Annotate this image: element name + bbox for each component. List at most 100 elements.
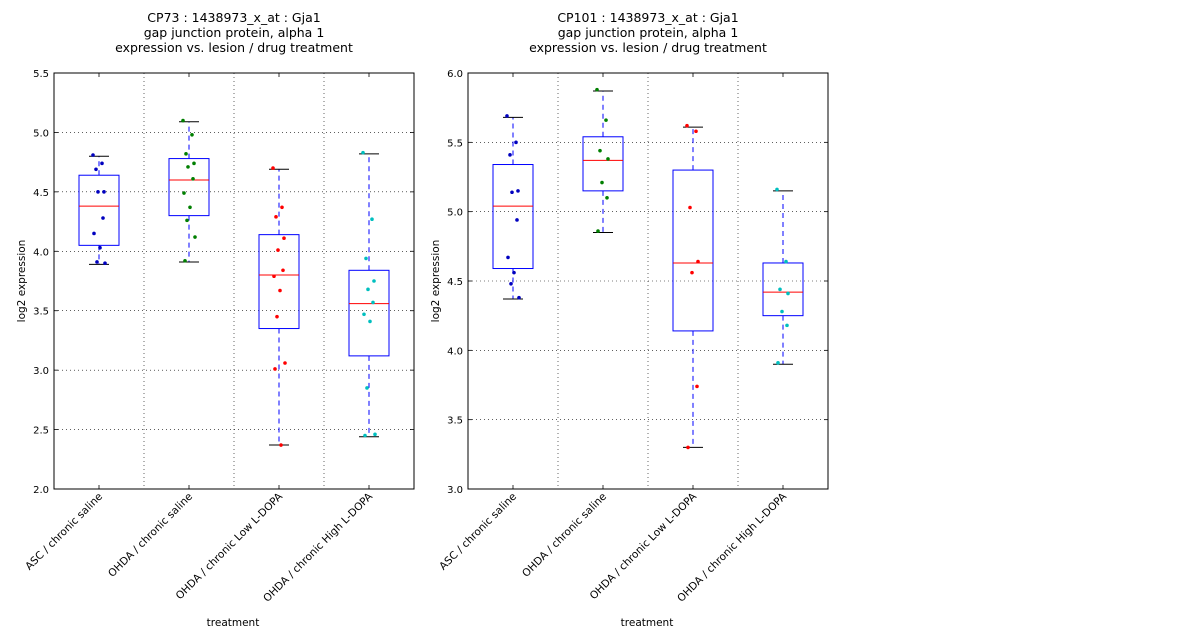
- y-axis-label: log2 expression: [16, 240, 28, 323]
- data-point: [362, 312, 366, 317]
- data-point: [95, 260, 99, 264]
- data-point: [94, 167, 98, 172]
- chart-title-line-3: expression vs. lesion / drug treatment: [115, 40, 353, 55]
- box-body: [258, 234, 300, 330]
- data-point: [193, 235, 197, 239]
- chart-title-line-1: CP101 : 1438973_x_at : Gja1: [557, 10, 738, 25]
- data-point: [272, 274, 276, 279]
- data-point: [273, 367, 277, 371]
- data-point: [274, 215, 278, 219]
- data-point: [278, 288, 282, 293]
- data-point: [100, 161, 104, 166]
- y-tick-label: 4.5: [447, 277, 463, 288]
- data-point: [101, 216, 105, 220]
- data-point: [686, 445, 690, 450]
- data-point: [514, 140, 518, 145]
- data-point: [694, 129, 698, 134]
- data-point: [365, 386, 369, 390]
- data-point: [515, 218, 519, 222]
- chart-title-line-1: CP73 : 1438973_x_at : Gja1: [147, 10, 320, 25]
- box-body: [78, 174, 120, 246]
- box-body: [168, 158, 210, 217]
- y-tick-label: 5.0: [33, 128, 49, 139]
- data-point: [181, 118, 185, 123]
- data-point: [183, 258, 187, 263]
- data-point: [373, 432, 377, 437]
- data-point: [283, 361, 287, 365]
- data-point: [510, 190, 514, 195]
- box-4: [348, 150, 390, 438]
- data-point: [276, 248, 280, 252]
- data-point: [182, 191, 186, 195]
- data-point: [595, 87, 599, 92]
- data-point: [690, 270, 694, 275]
- x-tick-label: OHDA / chronic Low L-DOPA: [174, 490, 286, 602]
- x-tick-label: OHDA / chronic saline: [106, 491, 195, 580]
- data-point: [372, 279, 376, 283]
- y-tick-label: 3.5: [33, 307, 49, 318]
- data-point: [596, 229, 600, 233]
- data-point: [778, 287, 782, 292]
- y-tick-label: 5.5: [33, 69, 49, 80]
- box-3: [672, 123, 714, 450]
- data-point: [775, 187, 779, 192]
- box-3: [258, 166, 300, 447]
- data-point: [366, 287, 370, 292]
- data-point: [517, 295, 521, 300]
- data-point: [185, 218, 189, 223]
- data-point: [598, 148, 602, 153]
- box-2: [582, 87, 624, 233]
- chart-title-line-2: gap junction protein, alpha 1: [558, 25, 739, 40]
- x-tick-label: OHDA / chronic High L-DOPA: [675, 490, 790, 605]
- y-tick-label: 3.0: [447, 485, 463, 496]
- y-tick-label: 3.0: [33, 366, 49, 377]
- data-point: [363, 433, 367, 438]
- data-point: [368, 319, 372, 324]
- data-point: [191, 176, 195, 181]
- data-point: [96, 190, 100, 194]
- data-point: [281, 268, 285, 273]
- data-point: [192, 161, 196, 166]
- data-point: [695, 384, 699, 389]
- data-point: [785, 323, 789, 328]
- y-axis-label: log2 expression: [430, 240, 442, 323]
- data-point: [605, 196, 609, 200]
- y-tick-label: 2.0: [33, 485, 49, 496]
- data-point: [509, 281, 513, 286]
- box-body: [348, 269, 390, 357]
- box-1: [78, 153, 120, 265]
- data-point: [371, 300, 375, 305]
- box-2: [168, 118, 210, 263]
- y-tick-label: 4.0: [33, 247, 49, 258]
- x-tick-label: OHDA / chronic High L-DOPA: [261, 490, 376, 605]
- y-tick-label: 6.0: [447, 69, 463, 80]
- y-tick-label: 2.5: [33, 426, 49, 437]
- data-point: [776, 361, 780, 365]
- data-point: [364, 256, 368, 261]
- box-1: [492, 114, 534, 300]
- data-point: [516, 189, 520, 193]
- plot-frame: [53, 72, 415, 490]
- data-point: [606, 157, 610, 161]
- data-point: [508, 153, 512, 157]
- x-axis-label: treatment: [621, 617, 674, 629]
- data-point: [184, 152, 188, 156]
- data-point: [190, 133, 194, 137]
- data-point: [600, 180, 604, 185]
- y-tick-label: 4.0: [447, 346, 463, 357]
- y-tick-label: 5.5: [447, 138, 463, 149]
- data-point: [361, 150, 365, 155]
- y-tick-label: 4.5: [33, 188, 49, 199]
- data-point: [271, 166, 275, 170]
- x-tick-label: OHDA / chronic Low L-DOPA: [588, 490, 700, 602]
- y-tick-label: 5.0: [447, 208, 463, 219]
- chart-title-line-3: expression vs. lesion / drug treatment: [529, 40, 767, 55]
- data-point: [506, 255, 510, 260]
- data-point: [275, 314, 279, 319]
- box-body: [762, 262, 804, 317]
- data-point: [186, 165, 190, 169]
- x-tick-label: ASC / chronic saline: [23, 491, 105, 573]
- data-point: [696, 259, 700, 264]
